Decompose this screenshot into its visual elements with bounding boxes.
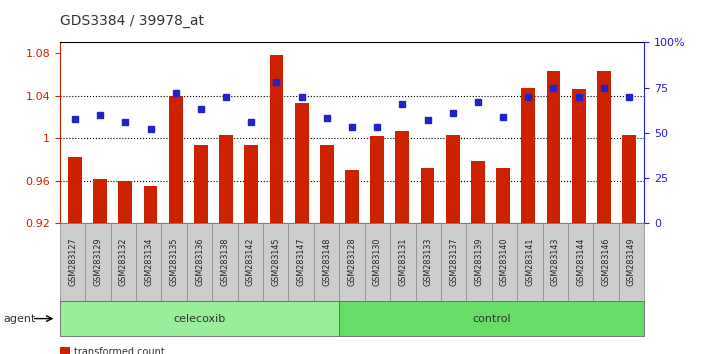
Bar	[471, 161, 485, 223]
Text: control: control	[472, 314, 511, 324]
Text: GSM283135: GSM283135	[170, 238, 179, 286]
Bar	[118, 181, 132, 223]
Text: GSM283142: GSM283142	[246, 238, 255, 286]
Text: GSM283147: GSM283147	[296, 238, 306, 286]
Text: transformed count: transformed count	[74, 347, 165, 354]
Bar	[546, 71, 560, 223]
Text: GSM283128: GSM283128	[348, 238, 356, 286]
Text: GSM283144: GSM283144	[576, 238, 585, 286]
Bar	[420, 168, 434, 223]
Text: GSM283145: GSM283145	[271, 238, 280, 286]
Text: GSM283146: GSM283146	[601, 238, 610, 286]
Text: GSM283143: GSM283143	[551, 238, 560, 286]
Text: GSM283137: GSM283137	[449, 238, 458, 286]
Text: GSM283149: GSM283149	[627, 238, 636, 286]
Bar	[68, 157, 82, 223]
Bar	[370, 136, 384, 223]
Bar	[169, 96, 182, 223]
Bar	[522, 88, 535, 223]
Bar	[320, 145, 334, 223]
Bar	[597, 71, 611, 223]
Text: celecoxib: celecoxib	[173, 314, 226, 324]
Bar	[622, 135, 636, 223]
Bar	[93, 179, 107, 223]
Text: GSM283133: GSM283133	[424, 238, 433, 286]
Bar	[194, 145, 208, 223]
Text: GSM283127: GSM283127	[68, 238, 77, 286]
Bar	[219, 135, 233, 223]
Bar	[572, 89, 586, 223]
Text: GSM283141: GSM283141	[525, 238, 534, 286]
Text: GSM283130: GSM283130	[373, 238, 382, 286]
Bar	[295, 103, 308, 223]
Text: GSM283138: GSM283138	[220, 238, 230, 286]
Text: GSM283132: GSM283132	[119, 238, 128, 286]
Bar	[446, 135, 460, 223]
Bar	[396, 131, 409, 223]
Text: GSM283148: GSM283148	[322, 238, 331, 286]
Bar	[270, 55, 284, 223]
Text: GDS3384 / 39978_at: GDS3384 / 39978_at	[60, 14, 204, 28]
Bar	[345, 170, 359, 223]
Bar	[496, 168, 510, 223]
Text: GSM283140: GSM283140	[500, 238, 509, 286]
Text: GSM283129: GSM283129	[94, 238, 103, 286]
Bar	[144, 186, 158, 223]
Text: GSM283134: GSM283134	[144, 238, 153, 286]
Bar	[244, 145, 258, 223]
Text: GSM283136: GSM283136	[195, 238, 204, 286]
Text: GSM283131: GSM283131	[398, 238, 408, 286]
Text: agent: agent	[4, 314, 36, 324]
Text: GSM283139: GSM283139	[474, 238, 484, 286]
